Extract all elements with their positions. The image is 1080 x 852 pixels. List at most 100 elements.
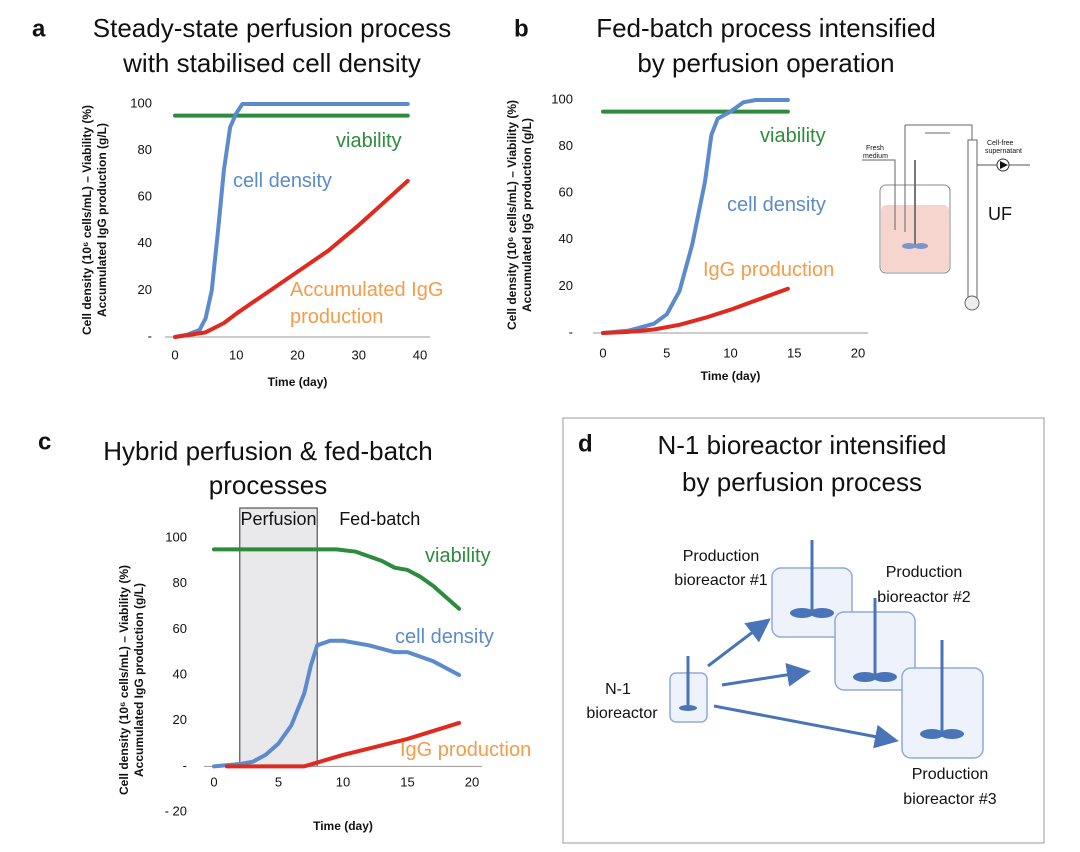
node-label: bioreactor #1 <box>674 572 767 589</box>
chart-title: Fed-batch process intensified <box>596 13 936 43</box>
y-tick-label: - <box>569 324 573 339</box>
y-tick-label: 60 <box>559 185 573 200</box>
chart-title: processes <box>209 470 328 500</box>
series-line <box>224 720 462 769</box>
y-axis-label: Accumulated IgG production (g/L) <box>520 118 534 312</box>
arrow <box>713 704 899 749</box>
arrow <box>721 662 811 687</box>
phase-region <box>239 507 318 767</box>
stirrers <box>686 540 944 733</box>
x-axis-label: Time (day) <box>701 369 761 383</box>
x-tick-label: 10 <box>336 774 350 789</box>
supernatant: supernatant <box>985 148 1022 155</box>
y-tick-label: 100 <box>165 529 187 544</box>
pump-arrow <box>1000 161 1008 169</box>
y-tick-label: 20 <box>559 278 573 293</box>
impeller <box>873 672 897 682</box>
node-label: Production <box>886 564 963 581</box>
y-tick-label: 20 <box>173 712 187 727</box>
y-axis-label: Accumulated IgG production (g/L) <box>95 123 109 317</box>
y-tick-label: 40 <box>173 666 187 681</box>
impellers <box>679 608 964 739</box>
diagram-title: by perfusion process <box>682 467 922 497</box>
impeller <box>853 672 877 682</box>
y-tick-label: 100 <box>130 95 152 110</box>
node-label: N-1 <box>605 681 631 698</box>
pump <box>964 295 980 311</box>
impeller <box>940 729 964 739</box>
chart-title: Steady-state perfusion process <box>93 13 451 43</box>
fresh-medium: Fresh <box>866 145 884 152</box>
chart-title: by perfusion operation <box>637 48 894 78</box>
arrow <box>707 618 771 668</box>
node-label: Production <box>683 548 760 565</box>
series-label-box: cell density <box>233 170 332 192</box>
node-label: bioreactor #2 <box>877 589 970 606</box>
x-tick-label: 15 <box>787 345 801 360</box>
series-label-box: cell density <box>727 194 826 216</box>
series-label-box: viability <box>336 130 402 152</box>
y-tick-label: 60 <box>138 189 152 204</box>
node-label: bioreactor #3 <box>903 791 996 808</box>
series-label: cell density <box>233 170 332 192</box>
series-label: viability <box>425 545 491 567</box>
y-tick-label: - <box>183 758 187 773</box>
series-label-box: cell density <box>395 626 494 648</box>
series-line <box>173 178 410 339</box>
x-tick-label: 20 <box>465 774 479 789</box>
x-tick-label: 30 <box>352 347 366 362</box>
schematic: Fresh medium Cell-free supernatant UF <box>862 124 1030 311</box>
y-axis-label: Cell density (10⁶ cells/mL) – Viability … <box>117 565 131 795</box>
x-tick-label: 5 <box>663 345 670 360</box>
y-axis-label: Cell density (10⁶ cells/mL) – Viability … <box>80 105 94 335</box>
y-tick-label: - 20 <box>165 803 187 818</box>
impeller <box>920 729 944 739</box>
x-tick-label: 10 <box>723 345 737 360</box>
impeller <box>790 608 814 618</box>
node-label: Production <box>912 766 989 783</box>
y-tick-label: 40 <box>138 235 152 250</box>
y-axis-label: Accumulated IgG production (g/L) <box>132 583 146 777</box>
x-tick-label: 15 <box>400 774 414 789</box>
x-axis-label: Time (day) <box>268 375 328 389</box>
x-tick-label: 0 <box>171 347 178 362</box>
series-label: Accumulated IgG production <box>290 279 444 328</box>
series-label: viability <box>336 130 402 152</box>
y-axis-label: Cell density (10⁶ cells/mL) – Viability … <box>505 100 519 330</box>
x-tick-label: 20 <box>851 345 865 360</box>
series-label-box: viability <box>760 125 826 147</box>
series-label-box: viability <box>425 545 491 567</box>
impeller <box>810 608 834 618</box>
fresh-medium: medium <box>863 153 888 160</box>
panel-letter: c <box>38 428 51 455</box>
series-line <box>212 638 462 769</box>
y-tick-label: 80 <box>559 138 573 153</box>
x-tick-label: 5 <box>275 774 282 789</box>
recirculation-line <box>905 124 973 140</box>
x-tick-label: 10 <box>229 347 243 362</box>
x-tick-label: 40 <box>413 347 427 362</box>
chart-title: with stabilised cell density <box>122 48 421 78</box>
series-label: cell density <box>395 626 494 648</box>
series-label: IgG production <box>703 259 835 281</box>
arrows <box>707 618 899 749</box>
series-label: IgG production <box>400 739 532 761</box>
y-tick-label: 100 <box>551 91 573 106</box>
series-label-box: Accumulated IgG production <box>290 279 444 328</box>
series-label: viability <box>760 125 826 147</box>
y-tick-label: 60 <box>173 621 187 636</box>
series-line <box>212 547 462 611</box>
series-line <box>601 98 790 335</box>
uf-column <box>967 139 978 301</box>
uf-label: UF <box>988 204 1012 224</box>
series-label-box: IgG production <box>400 739 532 761</box>
y-tick-label: - <box>148 328 152 343</box>
diagram-title: N-1 bioreactor intensified <box>657 430 946 460</box>
feed-line <box>862 159 896 230</box>
y-tick-label: 80 <box>173 575 187 590</box>
panel-letter: d <box>578 430 593 457</box>
series-line <box>173 102 410 339</box>
series-label-box: IgG production <box>703 259 835 281</box>
x-tick-label: 0 <box>599 345 606 360</box>
